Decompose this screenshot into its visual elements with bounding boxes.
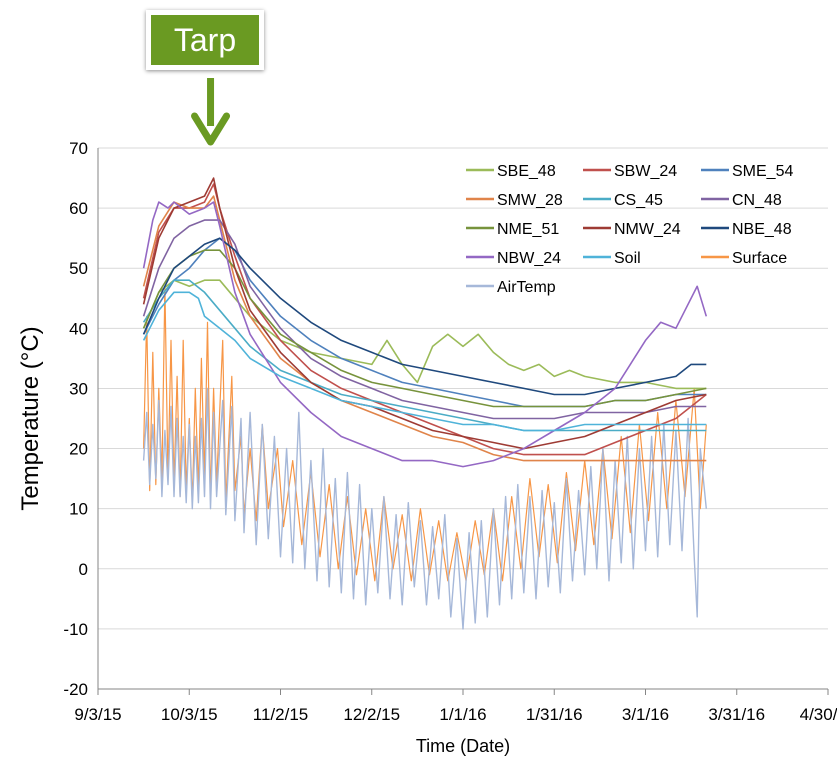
series-line-smw-28 [142, 195, 707, 462]
legend-label: Soil [614, 250, 641, 267]
legend-label: AirTemp [497, 279, 556, 296]
y-axis-title: Temperature (°C) [17, 326, 44, 510]
y-tick-label: 70 [69, 139, 88, 158]
x-tick-label: 9/3/15 [74, 705, 121, 724]
series-line-cn-48 [142, 219, 707, 420]
y-tick-label: 10 [69, 500, 88, 519]
legend-label: Surface [732, 250, 787, 267]
series-line-nmw-24 [142, 177, 707, 450]
tarp-label: Tarp [146, 10, 264, 70]
series-line-sbw-24 [142, 183, 707, 456]
x-tick-label: 3/31/16 [708, 705, 765, 724]
tarp-arrow-head [191, 112, 231, 146]
series-line-nbe-48 [142, 237, 707, 396]
series-line-sbe-48 [142, 279, 707, 390]
y-tick-label: 60 [69, 199, 88, 218]
legend-label: CN_48 [732, 192, 782, 209]
x-tick-label: 1/1/16 [439, 705, 486, 724]
x-tick-label: 10/3/15 [161, 705, 218, 724]
legend-label: SMW_28 [497, 192, 563, 209]
legend-label: SBW_24 [614, 163, 677, 180]
y-tick-label: -10 [63, 620, 88, 639]
y-tick-label: 30 [69, 379, 88, 398]
x-tick-label: 3/1/16 [622, 705, 669, 724]
series-line-surface [143, 285, 707, 582]
y-tick-label: -20 [63, 680, 88, 699]
series-line-airtemp [142, 387, 707, 630]
legend-label: NME_51 [497, 221, 559, 238]
legend-label: SME_54 [732, 163, 793, 180]
x-tick-label: 12/2/15 [343, 705, 400, 724]
series-line-nbw-24 [142, 201, 708, 468]
legend-label: NBW_24 [497, 250, 561, 267]
legend-label: SBE_48 [497, 163, 556, 180]
y-tick-label: 20 [69, 440, 88, 459]
x-tick-label: 1/31/16 [526, 705, 583, 724]
series-line-cs-45 [142, 279, 707, 432]
legend-label: NMW_24 [614, 221, 681, 238]
legend-label: CS_45 [614, 192, 663, 209]
x-tick-label: 4/30/16 [800, 705, 837, 724]
x-axis-title: Time (Date) [416, 736, 510, 756]
legend-label: NBE_48 [732, 221, 792, 238]
x-tick-label: 11/2/15 [253, 705, 308, 724]
series-line-soil [142, 291, 707, 432]
y-tick-label: 40 [69, 319, 88, 338]
y-tick-label: 0 [79, 560, 88, 579]
y-tick-label: 50 [69, 259, 88, 278]
